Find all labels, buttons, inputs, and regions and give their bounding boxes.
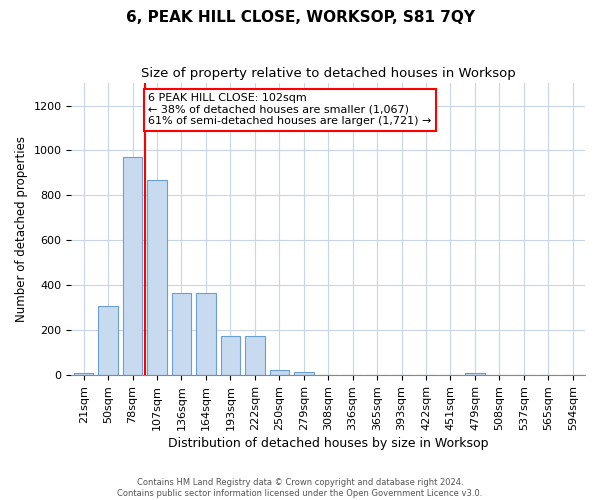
X-axis label: Distribution of detached houses by size in Worksop: Distribution of detached houses by size … bbox=[168, 437, 488, 450]
Y-axis label: Number of detached properties: Number of detached properties bbox=[15, 136, 28, 322]
Bar bbox=[98, 306, 118, 375]
Bar bbox=[269, 370, 289, 375]
Bar bbox=[245, 336, 265, 375]
Bar bbox=[465, 373, 485, 375]
Bar bbox=[172, 293, 191, 375]
Bar bbox=[221, 336, 240, 375]
Bar bbox=[294, 372, 314, 375]
Title: Size of property relative to detached houses in Worksop: Size of property relative to detached ho… bbox=[141, 68, 515, 80]
Text: 6, PEAK HILL CLOSE, WORKSOP, S81 7QY: 6, PEAK HILL CLOSE, WORKSOP, S81 7QY bbox=[125, 10, 475, 25]
Text: Contains HM Land Registry data © Crown copyright and database right 2024.
Contai: Contains HM Land Registry data © Crown c… bbox=[118, 478, 482, 498]
Bar bbox=[196, 293, 215, 375]
Bar bbox=[74, 373, 94, 375]
Text: 6 PEAK HILL CLOSE: 102sqm
← 38% of detached houses are smaller (1,067)
61% of se: 6 PEAK HILL CLOSE: 102sqm ← 38% of detac… bbox=[148, 93, 432, 126]
Bar bbox=[123, 157, 142, 375]
Bar bbox=[147, 180, 167, 375]
